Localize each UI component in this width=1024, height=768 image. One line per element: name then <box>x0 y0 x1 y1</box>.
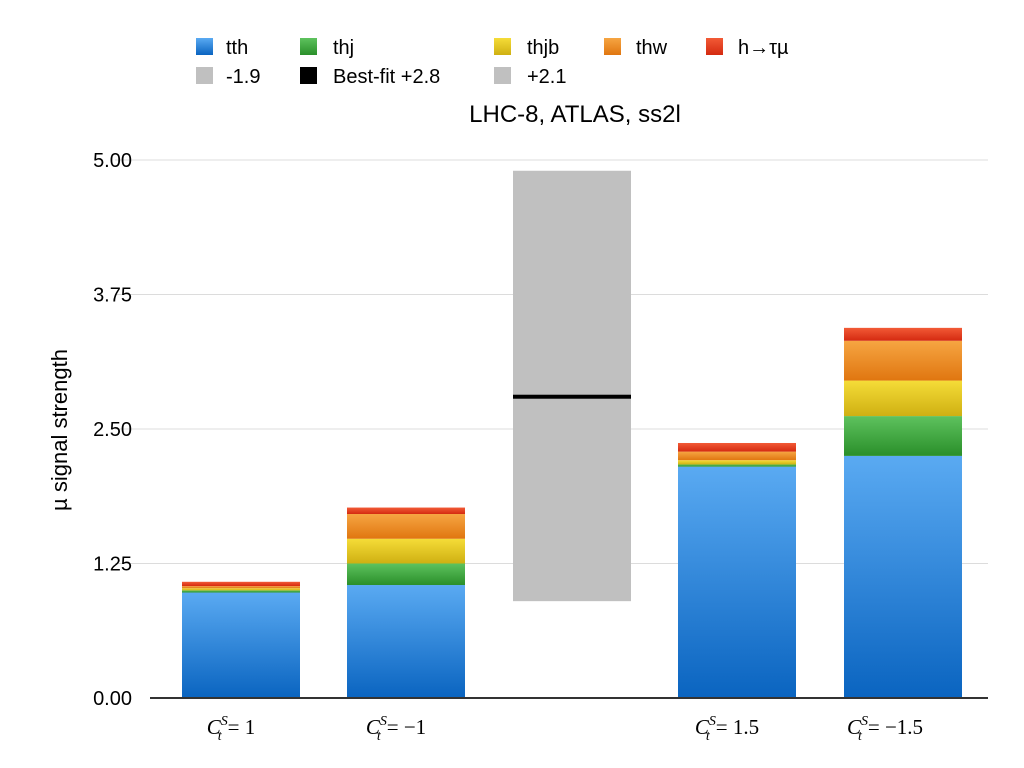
bar-segment-tth-3 <box>678 466 796 698</box>
legend-item-htaumu: h→τµ <box>706 37 789 59</box>
band-group <box>513 170 631 602</box>
bar-segment-thw-0 <box>182 586 300 589</box>
legend-swatch-htaumu <box>706 38 723 55</box>
bar-segment-thj-4 <box>844 416 962 456</box>
y-ticks: 0.00 1.25 2.50 3.75 5.00 <box>93 150 132 710</box>
y-tick-label: 1.25 <box>93 554 132 576</box>
chart-title: LHC-8, ATLAS, ss2l <box>469 101 681 128</box>
legend-item-best-fit: Best-fit +2.8 <box>300 66 440 88</box>
x-tick-label: CS t = 1 <box>207 714 256 744</box>
x-tick-label: CS t = −1.5 <box>847 714 923 744</box>
legend-label-best-fit: Best-fit +2.8 <box>333 66 440 88</box>
bar-segment-tth-0 <box>182 592 300 698</box>
y-tick-label: 0.00 <box>93 688 132 710</box>
legend-label-band-high: +2.1 <box>527 66 566 88</box>
y-tick-label: 5.00 <box>93 150 132 172</box>
bar-segment-thjb-3 <box>678 460 796 465</box>
bar-segment-thjb-4 <box>844 380 962 417</box>
bar-segment-thjb-1 <box>347 538 465 564</box>
bar-segment-tth-1 <box>347 585 465 698</box>
uncertainty-band <box>513 170 631 602</box>
legend-swatch-thjb <box>494 38 511 55</box>
legend-item-band-high: +2.1 <box>494 66 566 88</box>
bar-segment-h-4 <box>844 327 962 341</box>
legend-label-thw: thw <box>636 37 668 59</box>
legend-swatch-band-low <box>196 67 213 84</box>
bar-segment-thj-0 <box>182 590 300 593</box>
legend-swatch-thw <box>604 38 621 55</box>
bars <box>182 327 962 698</box>
bar-segment-thw-1 <box>347 514 465 539</box>
bar-segment-thj-3 <box>678 464 796 467</box>
legend-label-thj: thj <box>333 37 354 59</box>
legend-label-thjb: thjb <box>527 37 559 59</box>
legend-item-thjb: thjb <box>494 37 559 59</box>
legend-swatch-best-fit <box>300 67 317 84</box>
y-axis-label: µ signal strength <box>47 349 72 511</box>
legend-label-htaumu: h→τµ <box>738 37 789 59</box>
best-fit-line <box>513 394 631 399</box>
legend-swatch-thj <box>300 38 317 55</box>
legend-label-band-low: -1.9 <box>226 66 260 88</box>
bar-segment-thjb-0 <box>182 588 300 591</box>
legend-item-thj: thj <box>300 37 354 59</box>
x-tick-label: CS t = 1.5 <box>695 714 759 744</box>
bar-segment-tth-4 <box>844 455 962 698</box>
legend-item-thw: thw <box>604 37 668 59</box>
bar-segment-h-0 <box>182 581 300 587</box>
legend-item-band-low: -1.9 <box>196 66 260 88</box>
bar-segment-thw-3 <box>678 451 796 461</box>
bar-segment-thw-4 <box>844 340 962 381</box>
y-tick-label: 2.50 <box>93 419 132 441</box>
legend-item-tth: tth <box>196 37 248 59</box>
legend-swatch-tth <box>196 38 213 55</box>
bar-segment-h-3 <box>678 442 796 452</box>
legend: tth thj thjb thw h→τµ -1.9 Best-fit +2.8 <box>196 37 789 88</box>
x-tick-labels: CS t = 1 CS t = −1 CS t = 1.5 CS t = −1.5 <box>207 714 923 744</box>
bar-segment-thj-1 <box>347 563 465 586</box>
x-tick-label: CS t = −1 <box>366 714 426 744</box>
legend-label-tth: tth <box>226 37 248 59</box>
legend-swatch-band-high <box>494 67 511 84</box>
bar-segment-h-1 <box>347 507 465 515</box>
y-tick-label: 3.75 <box>93 285 132 307</box>
